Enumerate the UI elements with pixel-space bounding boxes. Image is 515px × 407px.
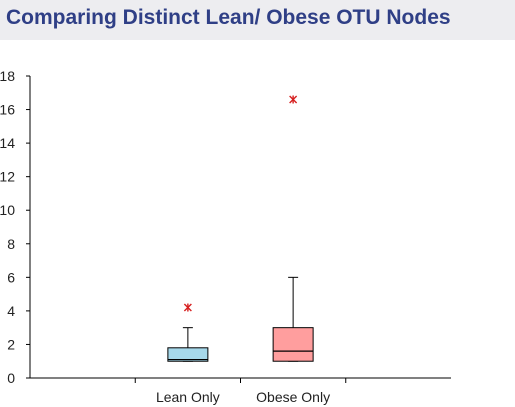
y-tick-label: 2: [7, 336, 15, 352]
outlier-marker: [183, 303, 192, 312]
y-tick-label: 4: [7, 303, 15, 319]
y-axis-ticks: 0 2 4 6 8 10 12 14 16 18: [0, 68, 30, 386]
chart-title: Comparing Distinct Lean/ Obese OTU Nodes: [6, 6, 451, 29]
x-tick-label: Lean Only: [156, 389, 220, 405]
y-tick-label: 18: [0, 68, 15, 84]
boxes: [167, 95, 314, 362]
y-tick-label: 14: [0, 135, 15, 151]
x-tick-label: Obese Only: [256, 389, 330, 405]
box-2: [272, 95, 314, 362]
box-iqr: [167, 347, 209, 362]
y-tick-label: 10: [0, 202, 15, 218]
title-bar: Comparing Distinct Lean/ Obese OTU Nodes: [0, 0, 515, 40]
y-tick-label: 8: [7, 236, 15, 252]
y-tick-label: 0: [7, 370, 15, 386]
y-tick-label: 6: [7, 269, 15, 285]
x-axis-labels: Lean Only Obese Only: [156, 389, 330, 405]
y-tick-label: 16: [0, 102, 15, 118]
y-tick-label: 12: [0, 169, 15, 185]
axes: [29, 76, 451, 383]
box-iqr: [272, 327, 314, 362]
box-1: [167, 303, 209, 362]
outlier-marker: [289, 95, 298, 104]
